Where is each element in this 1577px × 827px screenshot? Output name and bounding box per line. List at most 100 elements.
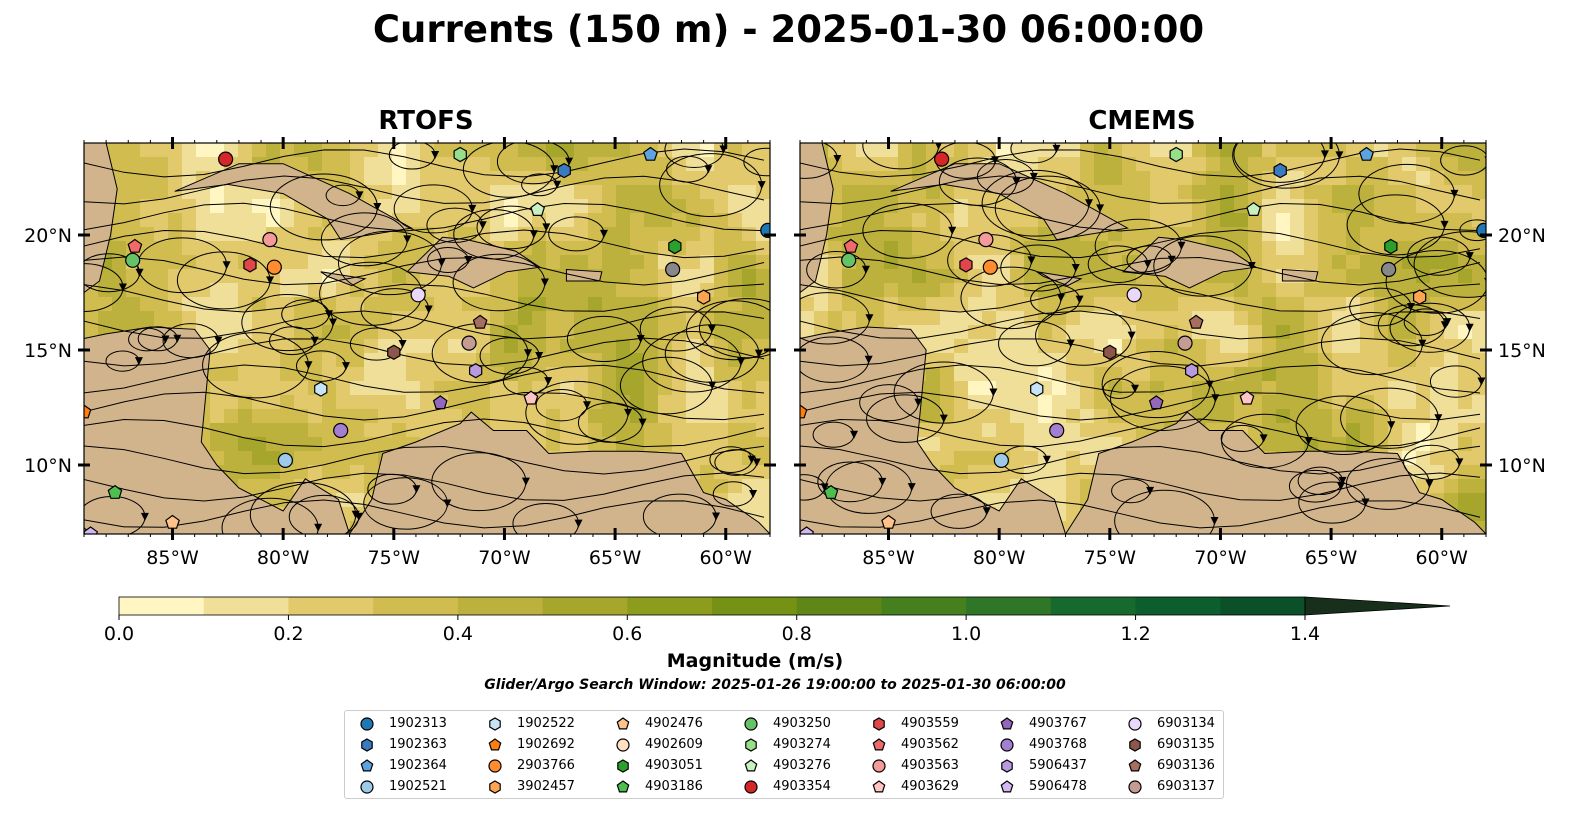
streamline-arrow	[1146, 486, 1155, 495]
float-4903562	[843, 238, 859, 253]
legend-marker	[1129, 738, 1141, 752]
legend-marker-pentagon	[744, 759, 758, 772]
streamline-arrow	[712, 512, 721, 521]
legend-entry: 1902363	[359, 735, 447, 755]
streamlines	[800, 143, 1486, 534]
float-6903134	[1126, 287, 1142, 303]
legend-marker	[489, 717, 501, 731]
legend-label: 6903137	[1157, 779, 1215, 794]
float-1902364	[1359, 146, 1374, 161]
x-tick-label: 85°W	[862, 547, 915, 569]
streamline	[800, 310, 1481, 340]
streamline-arrow	[1443, 318, 1452, 327]
streamline-arrow	[1127, 331, 1136, 340]
float-4903250	[841, 252, 857, 268]
streamline-arrow	[437, 258, 446, 267]
streamline-arrow	[754, 349, 763, 358]
streamline-arrow	[1071, 264, 1080, 273]
streamline-arrow	[523, 349, 532, 358]
streamline-arrow	[529, 230, 538, 239]
legend-marker	[745, 738, 757, 752]
legend-marker-pentagon	[1000, 780, 1014, 793]
map-panel-rtofs: 85°W 80°W 75°W 70°W 65°W 60°W 20°N 15°N 10°N	[24, 137, 776, 569]
streamline-arrow	[749, 489, 758, 498]
legend-marker	[1001, 759, 1013, 773]
float-5906478	[800, 526, 815, 534]
legend-entry: 1902521	[359, 777, 447, 797]
legend-label: 4903767	[1029, 716, 1087, 731]
colorbar-segment	[881, 597, 967, 615]
land-jamaica	[1036, 271, 1083, 287]
streamline-arrow	[757, 181, 766, 190]
streamline	[84, 283, 765, 313]
streamline-arrow	[1084, 199, 1093, 208]
streamline-arrow	[1052, 144, 1061, 153]
legend-marker	[872, 759, 886, 773]
streamline-arrow	[1418, 339, 1427, 348]
x-tick-label: 70°W	[1194, 547, 1247, 569]
streamline-arrow	[982, 507, 991, 516]
streamline-arrow	[134, 357, 143, 366]
search-window-text: Glider/Argo Search Window: 2025-01-26 19…	[484, 677, 1066, 693]
float-1902522	[314, 381, 328, 397]
streamline-arrow	[535, 351, 544, 360]
float-4903767	[1148, 395, 1164, 410]
x-tick-label: 80°W	[973, 547, 1026, 569]
legend-entry: 1902692	[487, 735, 575, 755]
legend-label: 6903135	[1157, 737, 1215, 752]
legend-marker	[1000, 780, 1014, 793]
streamline-arrow	[1027, 256, 1036, 265]
streamline-arrow	[574, 519, 583, 528]
streamline	[84, 202, 765, 232]
float-3902457	[696, 289, 711, 305]
streamline-arrow	[304, 361, 313, 370]
streamline-arrow	[1434, 414, 1443, 423]
streamline	[84, 310, 765, 340]
streamline-arrow	[752, 458, 761, 467]
streamline-arrow	[708, 381, 717, 390]
legend-marker-pentagon	[872, 738, 886, 751]
legend-marker-pentagon	[616, 717, 630, 730]
legend-label: 1902692	[517, 737, 575, 752]
legend-entry: 1902364	[359, 756, 447, 776]
float-1902522	[1030, 381, 1044, 397]
float-6903137	[1177, 335, 1193, 351]
legend-entry: 4902476	[615, 714, 703, 734]
streamline-arrow	[1130, 384, 1139, 393]
legend-label: 1902522	[517, 716, 575, 731]
streamline	[800, 256, 1481, 286]
legend-entry: 5906478	[999, 777, 1087, 797]
legend-entry: 4903354	[743, 777, 831, 797]
streamline-arrow	[468, 204, 477, 213]
legend-marker	[360, 717, 374, 731]
colorbar-segment	[1050, 597, 1137, 615]
legend-label: 4903629	[901, 779, 959, 794]
colorbar-segment	[203, 597, 289, 615]
float-1902363	[557, 162, 571, 179]
streamline	[800, 337, 1481, 367]
float-4903559	[243, 257, 257, 273]
legend-marker-pentagon	[488, 738, 502, 751]
float-4903274	[1169, 146, 1183, 163]
legend-entry: 4903562	[871, 735, 959, 755]
legend-label: 4903768	[1029, 737, 1087, 752]
streamline-arrow	[878, 477, 887, 486]
float-4903186	[107, 484, 123, 499]
land-yucatan	[84, 143, 118, 294]
legend-label: 4902476	[645, 716, 703, 731]
colorbar-segment	[712, 597, 798, 615]
legend-label: 4903276	[773, 758, 831, 773]
streamline-eddy	[1440, 145, 1486, 176]
legend-label: 4903563	[901, 758, 959, 773]
streamline-arrow	[1335, 151, 1344, 160]
streamline-arrow	[599, 229, 608, 238]
streamline-arrow	[1440, 220, 1449, 229]
map-frame	[83, 142, 771, 535]
legend-marker	[488, 738, 502, 751]
streamline-arrow	[214, 336, 223, 345]
x-tick-label: 65°W	[1305, 547, 1358, 569]
streamline-arrow	[1338, 476, 1347, 485]
legend-marker	[744, 780, 758, 794]
streamline-arrow	[583, 401, 592, 410]
